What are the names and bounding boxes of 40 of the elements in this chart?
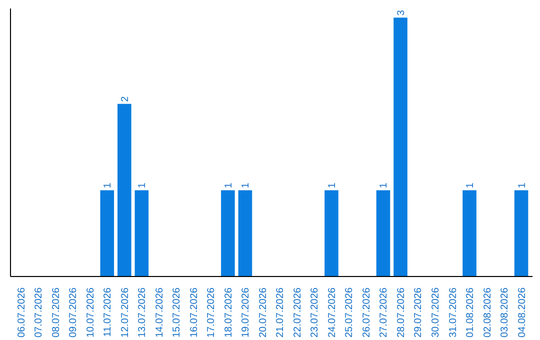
x-tick-label: 06.07.2026 [16, 287, 28, 338]
data-label: 1 [223, 182, 234, 188]
x-tick-label: 03.08.2026 [500, 287, 511, 338]
x-tick-label: 22.07.2026 [292, 287, 304, 338]
x-tick-label: 31.07.2026 [448, 287, 459, 338]
x-tick-label: 18.07.2026 [223, 287, 234, 338]
x-tick-label: 01.08.2026 [465, 287, 476, 338]
data-label: 1 [137, 182, 148, 188]
data-label: 3 [396, 10, 407, 16]
x-tick-label: 23.07.2026 [310, 287, 321, 338]
x-tick-label: 19.07.2026 [240, 287, 252, 338]
data-label: 1 [102, 182, 114, 188]
x-tick-label: 11.07.2026 [102, 287, 114, 337]
data-label: 1 [378, 182, 390, 188]
x-tick-label: 07.07.2026 [34, 287, 45, 338]
x-tick-label: 14.07.2026 [154, 287, 166, 338]
x-tick-label: 13.07.2026 [137, 287, 148, 338]
x-tick-label: 20.07.2026 [258, 287, 269, 338]
data-label: 1 [465, 182, 476, 188]
x-tick-label: 10.07.2026 [85, 287, 96, 338]
data-label: 2 [120, 96, 131, 102]
x-tick-label: 17.07.2026 [206, 287, 218, 338]
x-tick-label: 02.08.2026 [482, 287, 494, 338]
x-tick-label: 24.07.2026 [326, 287, 338, 338]
x-tick-label: 16.07.2026 [188, 287, 200, 338]
x-tick-label: 26.07.2026 [361, 287, 372, 338]
x-tick-label: 27.07.2026 [378, 287, 390, 338]
x-tick-label: 28.07.2026 [396, 287, 407, 338]
data-label: 1 [326, 182, 338, 188]
data-label: 1 [516, 182, 528, 188]
x-tick-label: 15.07.2026 [172, 287, 183, 338]
x-tick-label: 04.08.2026 [516, 287, 528, 338]
x-tick-label: 09.07.2026 [68, 287, 80, 338]
x-tick-label: 29.07.2026 [413, 287, 424, 338]
x-tick-label: 25.07.2026 [344, 287, 356, 338]
x-tick-label: 08.07.2026 [50, 287, 62, 338]
x-tick-label: 21.07.2026 [275, 287, 286, 338]
x-tick-label: 12.07.2026 [120, 287, 131, 338]
data-label: 1 [240, 182, 252, 188]
x-tick-label: 30.07.2026 [430, 287, 442, 338]
